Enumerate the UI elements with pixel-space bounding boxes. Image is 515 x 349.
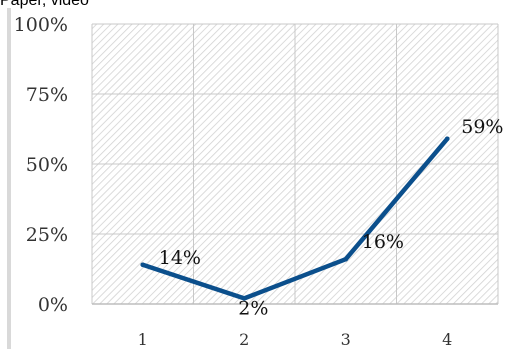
series-line — [140, 136, 450, 301]
data-point — [140, 262, 146, 268]
data-point — [343, 256, 349, 262]
x-axis-ticks: 1 2 3 4 — [138, 330, 453, 349]
y-tick-label: 0% — [38, 294, 68, 316]
y-tick-label: 25% — [26, 224, 68, 246]
x-tick-label: 3 — [341, 330, 351, 349]
data-point — [444, 136, 450, 142]
x-tick-label: 1 — [138, 330, 148, 349]
y-tick-label: 75% — [26, 84, 68, 106]
data-label: 14% — [159, 247, 201, 269]
top-caption: Paper, video — [0, 0, 89, 9]
data-label: 16% — [362, 231, 404, 253]
data-label: 59% — [461, 116, 503, 138]
x-tick-label: 4 — [442, 330, 452, 349]
series-layer — [140, 136, 450, 301]
x-tick-label: 2 — [239, 330, 249, 349]
left-frame-bar — [7, 8, 11, 349]
y-axis-ticks: 0% 25% 50% 75% 100% — [14, 14, 68, 316]
data-labels: 14% 2% 16% 59% — [159, 116, 504, 320]
y-tick-label: 50% — [26, 154, 68, 176]
data-label: 2% — [238, 297, 268, 319]
data-point — [241, 296, 247, 301]
y-tick-label: 100% — [14, 14, 68, 36]
gridlines — [91, 23, 499, 305]
